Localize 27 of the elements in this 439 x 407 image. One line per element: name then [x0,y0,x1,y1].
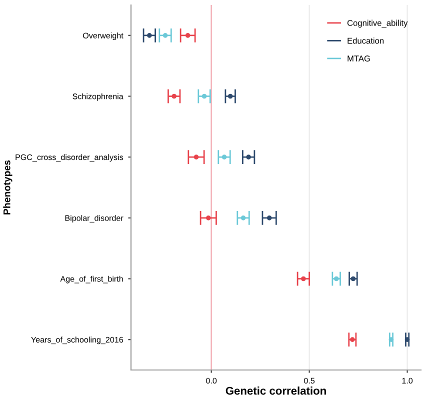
point [246,154,251,160]
point [240,215,246,220]
y-tick-label: PGC_cross_disorder_analysis [16,154,124,162]
point [194,154,199,160]
point [172,94,177,99]
x-tick-label: 0.0 [206,378,217,384]
legend-label: Education [348,38,384,44]
point [202,94,207,99]
legend-label: Cognitive_ability [347,20,408,28]
y-tick-label: Age_of_first_birth [60,276,123,284]
point [162,32,168,38]
x-axis-title: Genetic correlation [226,386,326,395]
y-axis-title: Phenotypes [3,160,12,214]
point [146,32,152,38]
point [301,276,306,282]
point [228,94,233,99]
y-tick-label: Overweight [83,32,124,40]
point [185,32,190,38]
y-tick-label: Schizophrenia [72,93,124,101]
x-tick-label: 1.0 [402,378,413,384]
point [222,154,227,160]
legend-label: MTAG [348,56,370,62]
point [266,215,272,220]
x-tick-label: 0.5 [304,378,315,384]
y-tick-label: Years_of_schooling_2016 [31,336,124,344]
y-tick-label: Bipolar_disorder [65,215,124,223]
point [206,215,211,220]
